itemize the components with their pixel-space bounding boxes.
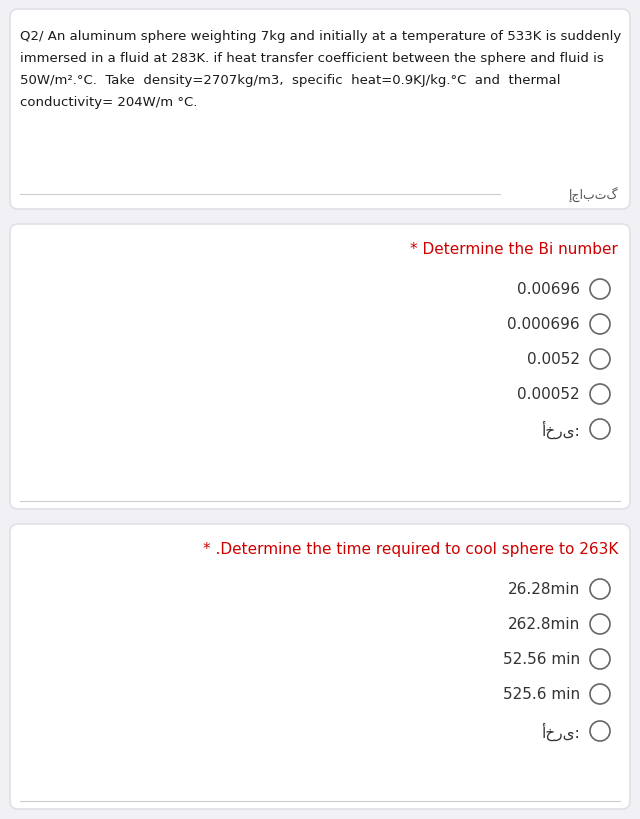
Text: إجابتگ: إجابتگ bbox=[568, 187, 618, 201]
Text: conductivity= 204W/m °C.: conductivity= 204W/m °C. bbox=[20, 96, 197, 109]
Text: 26.28min: 26.28min bbox=[508, 581, 580, 597]
Text: 50W/m².°C.  Take  density=2707kg/m3,  specific  heat=0.9KJ/kg.°C  and  thermal: 50W/m².°C. Take density=2707kg/m3, speci… bbox=[20, 74, 561, 87]
Text: أخرى:: أخرى: bbox=[541, 722, 580, 740]
Text: * Determine the Bi number: * Determine the Bi number bbox=[410, 242, 618, 256]
Text: 0.0052: 0.0052 bbox=[527, 352, 580, 367]
Text: 0.00052: 0.00052 bbox=[517, 387, 580, 402]
FancyBboxPatch shape bbox=[10, 10, 630, 210]
Text: 52.56 min: 52.56 min bbox=[503, 652, 580, 667]
Text: 525.6 min: 525.6 min bbox=[503, 686, 580, 702]
Text: 0.000696: 0.000696 bbox=[508, 317, 580, 332]
Text: immersed in a fluid at 283K. if heat transfer coefficient between the sphere and: immersed in a fluid at 283K. if heat tra… bbox=[20, 52, 604, 65]
Text: أخرى:: أخرى: bbox=[541, 420, 580, 439]
FancyBboxPatch shape bbox=[10, 524, 630, 809]
Text: * .Determine the time required to cool sphere to 263K: * .Determine the time required to cool s… bbox=[203, 541, 618, 556]
Text: 0.00696: 0.00696 bbox=[517, 283, 580, 297]
Text: 262.8min: 262.8min bbox=[508, 617, 580, 631]
Text: Q2/ An aluminum sphere weighting 7kg and initially at a temperature of 533K is s: Q2/ An aluminum sphere weighting 7kg and… bbox=[20, 30, 621, 43]
FancyBboxPatch shape bbox=[10, 224, 630, 509]
